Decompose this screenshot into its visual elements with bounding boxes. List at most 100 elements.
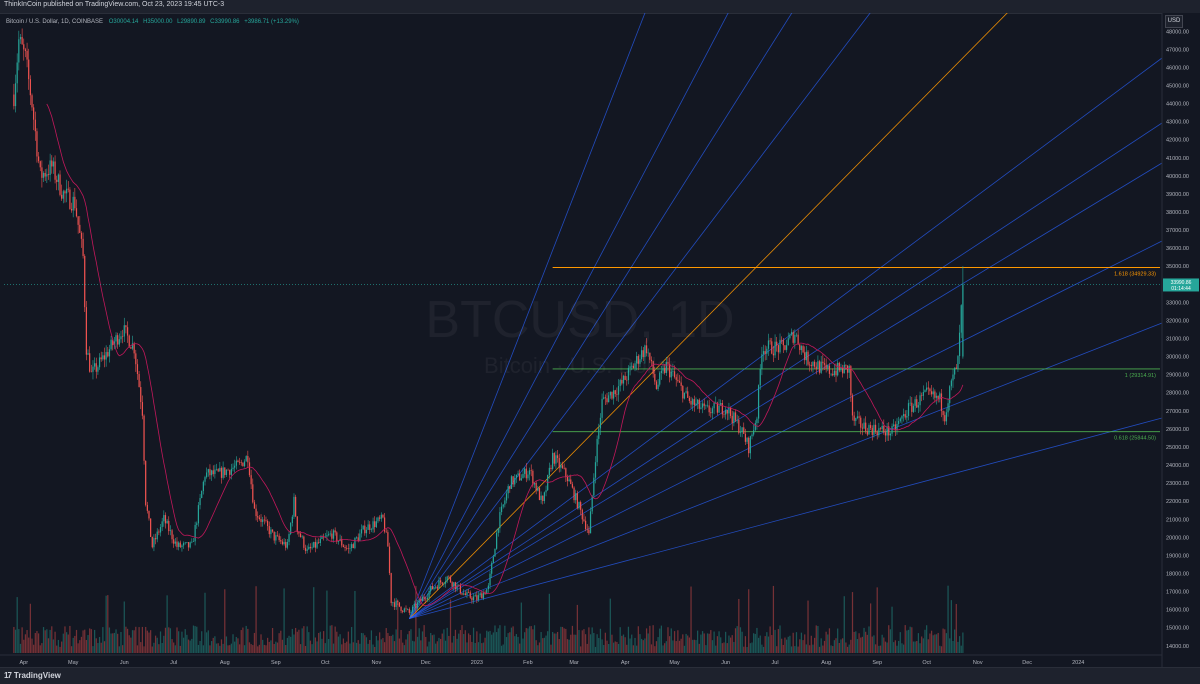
candle-body [757, 385, 760, 419]
candle-body [125, 325, 127, 328]
volume-bar [370, 630, 373, 653]
candle-body [664, 367, 666, 374]
candle-body [655, 381, 658, 390]
candle-body [454, 582, 457, 590]
candle-body [23, 44, 25, 50]
candle-body [34, 119, 36, 132]
candle-body [181, 545, 183, 548]
price-tick-label: 18000.00 [1166, 571, 1189, 577]
candle-body [538, 487, 541, 501]
volume-bar [922, 638, 924, 653]
candle-body [660, 370, 663, 373]
candle-body [189, 542, 191, 548]
volume-bar [36, 630, 38, 653]
candle-body [194, 524, 196, 542]
candle-body [776, 341, 778, 346]
candle-body [92, 366, 94, 372]
volume-bar [115, 629, 117, 653]
candle-body [716, 402, 719, 413]
legend-low: L29890.89 [177, 19, 206, 25]
candle-body [580, 502, 582, 510]
volume-bar [471, 641, 473, 653]
candle-body [566, 476, 569, 482]
volume-bar [295, 627, 297, 653]
candle-body [252, 484, 254, 503]
volume-bar [346, 641, 348, 653]
candle-body [799, 344, 801, 351]
candle-body [466, 592, 468, 596]
candle-body [519, 473, 521, 481]
volume-bar [690, 586, 692, 653]
currency-badge[interactable]: USD [1165, 15, 1183, 28]
candle-body [51, 160, 53, 167]
candle-body [280, 540, 282, 542]
volume-bar [736, 626, 738, 653]
volume-bar [547, 631, 549, 653]
candle-body [191, 541, 193, 543]
candle-body [334, 530, 336, 533]
time-axis[interactable]: Apr May Jun Jul Aug Sep Oct Nov Dec 2023 Feb Mar Apr… [0, 654, 1162, 666]
volume-bar [207, 630, 209, 653]
volume-bar [161, 642, 163, 653]
candle-body [392, 602, 394, 604]
candle-body [477, 595, 480, 601]
volume-bar [677, 630, 679, 653]
candle-body [828, 365, 831, 374]
candle-body [118, 339, 120, 345]
candle-body [705, 405, 707, 407]
volume-bar [878, 645, 880, 653]
volume-bar [822, 645, 824, 653]
volume-bar [626, 644, 628, 653]
volume-bar [906, 630, 908, 653]
candle-body [184, 542, 186, 544]
candle-body [227, 469, 229, 471]
volume-bar [194, 626, 196, 653]
candle-body [354, 537, 356, 549]
volume-bar [636, 645, 638, 653]
tradingview-logo[interactable]: 17 TradingView [4, 670, 61, 681]
candle-body [632, 365, 634, 369]
volume-bar [148, 632, 150, 653]
candle-body [685, 391, 687, 393]
volume-bar [421, 631, 424, 653]
candle-body [14, 83, 17, 107]
candle-body [128, 335, 130, 348]
volume-bar [232, 634, 234, 653]
candle-body [332, 530, 335, 539]
price-chart[interactable]: 1.618 (34929.33) 1 (29314.91) 0.618 (25844… [0, 13, 1200, 667]
candle-body [77, 216, 79, 225]
volume-bar [214, 636, 216, 653]
candle-body [16, 62, 18, 84]
candle-body [235, 460, 237, 466]
price-tick-label: 46000.00 [1166, 65, 1189, 71]
volume-bar [537, 645, 539, 653]
price-tick-label: 48000.00 [1166, 29, 1189, 35]
gann-fan[interactable] [408, 13, 1163, 620]
time-tick-label: Aug [220, 660, 230, 666]
candle-body [586, 529, 588, 530]
candle-body [262, 519, 264, 522]
volume-bar [657, 637, 659, 653]
fib-levels[interactable]: 1.618 (34929.33) 1 (29314.91) 0.618 (25844… [552, 267, 1160, 442]
volume-bar [215, 643, 218, 653]
volume-bar [624, 637, 626, 653]
price-tick-label: 22000.00 [1166, 499, 1189, 505]
candle-body [962, 284, 964, 357]
candle-body [736, 419, 738, 421]
candle-body [528, 470, 531, 475]
volume-bar [818, 646, 821, 653]
candle-body [863, 422, 865, 429]
volume-bar [225, 636, 228, 653]
price-axis[interactable]: 48000.00 47000.00 46000.00 45000.00 44000.00… [1161, 13, 1200, 667]
volume-bar [802, 640, 804, 653]
candle-body [145, 460, 147, 505]
volume-bar [530, 626, 532, 653]
volume-bar [932, 635, 934, 653]
candle-body [311, 547, 313, 549]
candle-body [785, 345, 788, 350]
volume-bar [532, 629, 534, 653]
candle-body [583, 519, 585, 521]
volume-bar [168, 627, 170, 653]
candle-body [164, 515, 167, 524]
candle-body [451, 582, 453, 587]
